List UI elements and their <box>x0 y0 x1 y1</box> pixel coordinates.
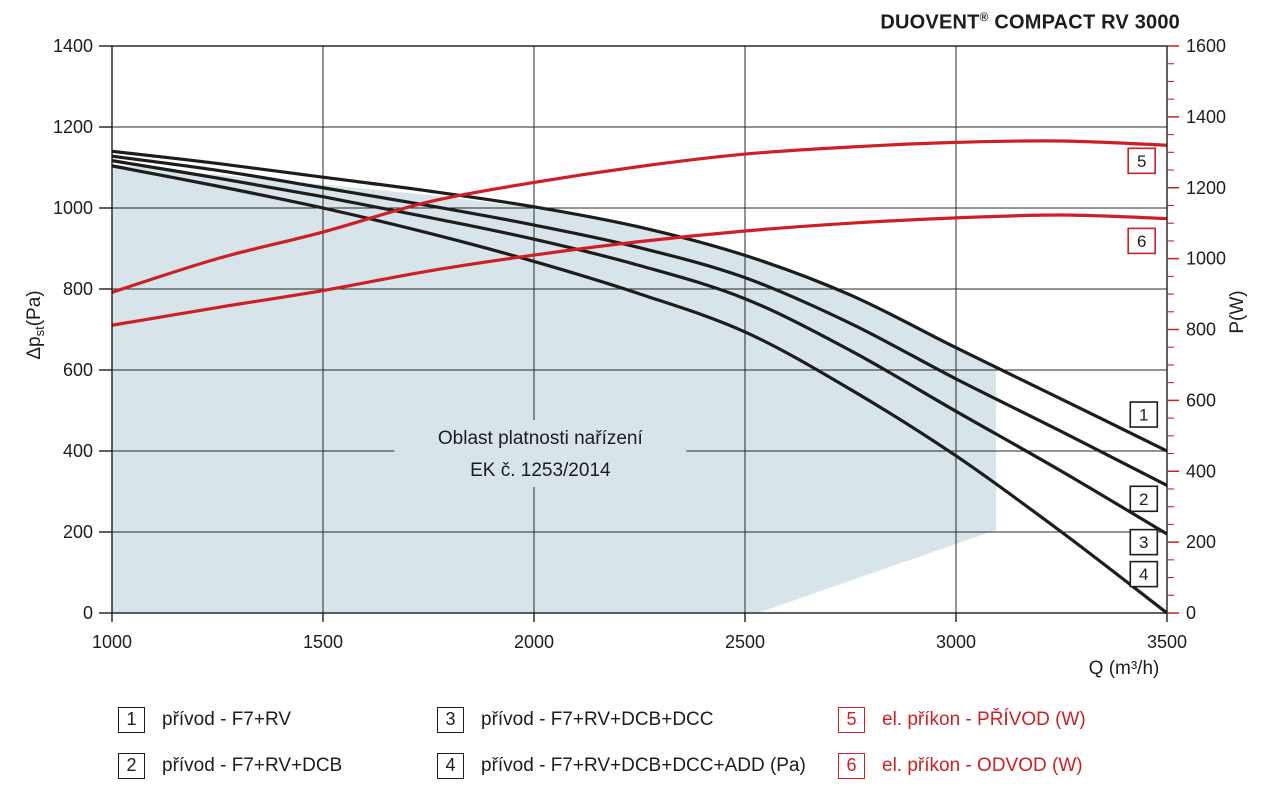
chart-title: DUOVENT® COMPACT RV 3000 <box>880 10 1180 35</box>
x-axis-tick-label: 1000 <box>92 632 132 652</box>
legend-item-5: 5 el. příkon - PŘÍVOD (W) <box>838 705 1086 734</box>
right-axis-tick-label: 1400 <box>1186 107 1226 127</box>
x-axis-tick-label: 2500 <box>725 632 765 652</box>
validity-region-label-patch <box>394 420 687 488</box>
legend-item-6: 6 el. příkon - ODVOD (W) <box>838 751 1083 780</box>
validity-region-label-line2: EK č. 1253/2014 <box>470 460 611 481</box>
left-axis-tick-label: 1400 <box>53 36 93 56</box>
legend-marker-2: 2 <box>118 752 145 779</box>
right-axis-tick-label: 1200 <box>1186 178 1226 198</box>
legend-item-1: 1 přívod - F7+RV <box>118 705 291 734</box>
left-axis-tick-label: 0 <box>83 603 93 623</box>
chart-title-model: COMPACT RV 3000 <box>988 11 1180 34</box>
curve-label-box-1 <box>1129 401 1159 428</box>
series-curve-1 <box>111 149 1168 453</box>
right-axis-tick-label: 400 <box>1186 461 1216 481</box>
registered-trademark-symbol: ® <box>979 10 989 24</box>
curve-label-number-5: 5 <box>1137 152 1146 171</box>
curve-label-box-6 <box>1127 227 1156 255</box>
x-axis-tick-label: 2000 <box>514 632 554 652</box>
x-axis-tick-label: 3500 <box>1147 632 1187 652</box>
curve-label-number-4: 4 <box>1139 565 1148 584</box>
curve-label-number-6: 6 <box>1137 232 1146 251</box>
legend-label-2: přívod - F7+RV+DCB <box>162 754 343 776</box>
series-curve-4 <box>111 164 1168 615</box>
x-axis-title: Q (m³/h) <box>1089 658 1160 679</box>
legend-item-4: 4 přívod - F7+RV+DCB+DCC+ADD (Pa) <box>437 751 806 780</box>
curve-label-box-2 <box>1129 485 1159 513</box>
x-axis-tick-label: 1500 <box>303 632 343 652</box>
right-axis-tick-label: 1600 <box>1186 36 1226 56</box>
legend-label-1: přívod - F7+RV <box>162 708 292 730</box>
legend-marker-6: 6 <box>838 752 865 779</box>
right-axis-tick-label: 200 <box>1186 532 1216 552</box>
right-axis-tick-label: 600 <box>1186 390 1216 410</box>
curve-label-number-1: 1 <box>1139 406 1148 425</box>
legend-label-3: přívod - F7+RV+DCB+DCC <box>481 708 714 730</box>
left-axis-tick-label: 800 <box>63 279 93 299</box>
legend-marker-3: 3 <box>437 706 464 733</box>
legend-marker-1: 1 <box>118 706 145 733</box>
right-axis-tick-label: 1000 <box>1186 249 1226 269</box>
validity-region-label-line1: Oblast platnosti nařízení <box>438 428 644 449</box>
right-axis-tick-label: 0 <box>1186 603 1196 623</box>
left-axis-tick-label: 1000 <box>53 198 93 218</box>
legend-marker-5: 5 <box>838 706 865 733</box>
chart-title-brand: DUOVENT <box>880 11 980 34</box>
x-axis-tick-label: 3000 <box>936 632 976 652</box>
series-curve-2 <box>111 154 1168 487</box>
legend-label-4: přívod - F7+RV+DCB+DCC+ADD (Pa) <box>481 754 806 776</box>
legend-marker-4: 4 <box>437 752 464 779</box>
series-curve-5 <box>111 139 1168 294</box>
left-axis-tick-label: 600 <box>63 360 93 380</box>
right-axis-title: P(W) <box>1227 290 1248 333</box>
legend-item-3: 3 přívod - F7+RV+DCB+DCC <box>437 705 713 734</box>
series-curve-3 <box>111 159 1168 536</box>
legend-item-2: 2 přívod - F7+RV+DCB <box>118 751 342 780</box>
legend-label-5: el. příkon - PŘÍVOD (W) <box>882 708 1086 730</box>
right-axis-tick-label: 800 <box>1186 320 1216 340</box>
left-axis-title: Δpst(Pa) <box>24 290 47 359</box>
curve-label-number-3: 3 <box>1139 533 1148 552</box>
left-axis-tick-label: 400 <box>63 441 93 461</box>
validity-region-shape <box>112 164 997 613</box>
curve-label-number-2: 2 <box>1139 490 1148 509</box>
legend-label-6: el. příkon - ODVOD (W) <box>882 754 1083 776</box>
series-curve-6 <box>111 213 1168 327</box>
curve-label-box-5 <box>1127 147 1156 175</box>
left-axis-tick-label: 1200 <box>53 117 93 137</box>
curve-label-box-4 <box>1129 560 1159 588</box>
left-axis-tick-label: 200 <box>63 522 93 542</box>
curve-label-box-3 <box>1129 528 1159 556</box>
